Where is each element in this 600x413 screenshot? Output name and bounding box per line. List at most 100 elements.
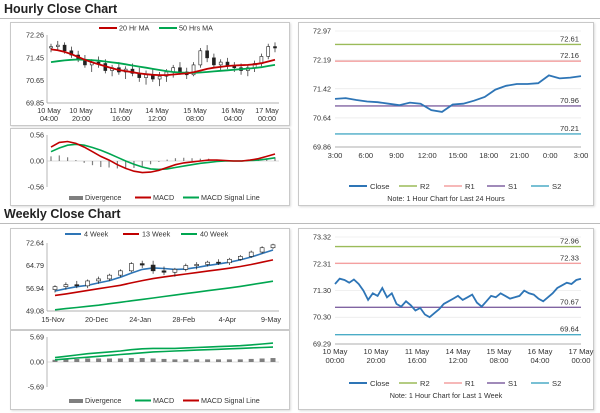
- weekly-legend-divergence-label: Divergence: [85, 396, 121, 405]
- hourly-close-level-label-r1: 72.16: [560, 51, 579, 60]
- weekly-close-xtick-day-3: 14 May: [446, 347, 471, 356]
- hourly-close-xtick-5: 18:00: [479, 151, 498, 160]
- weekly-candle-body: [74, 284, 80, 287]
- weekly-close-xtick-day-0: 10 May: [323, 347, 348, 356]
- weekly-macd-panel: 5.69 0.00 -5.69 Divergence MACD MACD Signal L…: [10, 330, 290, 410]
- hourly-50hr-ma-line: [50, 58, 276, 74]
- weekly-candle-body: [194, 264, 199, 266]
- weekly-price-panel: 72.64 64.79 56.94 49.08 15-Nov 20-Dec 24-Jan 28…: [10, 228, 290, 330]
- weekly-divergence-bar: [161, 358, 167, 362]
- hourly-price-xtick-day-0: 10 May: [37, 106, 61, 115]
- hourly-close-legend-label-s1: S1: [508, 182, 517, 191]
- weekly-candle-body: [96, 278, 101, 282]
- hourly-close-ytick-3: 70.64: [313, 113, 331, 122]
- legend-signal-label: MACD Signal Line: [201, 193, 260, 202]
- hourly-close-level-label-s1: 70.96: [560, 96, 579, 105]
- weekly-candle-body: [161, 270, 167, 273]
- weekly-close-xtick-time-4: 08:00: [489, 356, 508, 365]
- weekly-candle-body: [205, 261, 210, 265]
- hourly-price-xtick-time-3: 12:00: [148, 114, 166, 123]
- hourly-candle-body: [212, 57, 216, 66]
- hourly-close-ytick-0: 72.97: [313, 27, 331, 36]
- hourly-close-ytick-2: 71.42: [313, 84, 331, 93]
- weekly-price-xtick-5: 9-May: [261, 315, 281, 324]
- hourly-candle-body: [49, 46, 53, 49]
- legend-50hr-ma-label: 50 Hrs MA: [179, 24, 213, 33]
- hourly-candle-body: [62, 44, 67, 52]
- hourly-price-panel: 72.26 71.45 70.65 69.85 10 May 04:00 10 May 20:…: [10, 22, 290, 126]
- hourly-price-xtick-time-2: 16:00: [112, 114, 130, 123]
- hourly-close-xtick-2: 9:00: [389, 151, 404, 160]
- hourly-price-xtick-day-3: 14 May: [145, 106, 169, 115]
- hourly-price-xtick-time-1: 20:00: [72, 114, 90, 123]
- weekly-divergence-bar: [96, 358, 102, 362]
- weekly-candle-body: [183, 265, 189, 270]
- hourly-price-ytick-1: 71.45: [26, 53, 44, 62]
- hourly-candle-body: [157, 75, 162, 80]
- legend-divergence-label: Divergence: [85, 193, 121, 202]
- weekly-divergence-bar: [237, 359, 243, 362]
- hourly-close-level-label-s2: 70.21: [560, 124, 579, 133]
- weekly-close-xtick-time-3: 12:00: [448, 356, 467, 365]
- weekly-close-level-label-r2: 72.96: [560, 237, 579, 246]
- weekly-close-legend-label-r2: R2: [420, 379, 430, 388]
- hourly-candle-body: [218, 61, 223, 66]
- weekly-close-xtick-time-6: 00:00: [571, 356, 590, 365]
- hourly-20hr-ma-line: [50, 48, 276, 76]
- weekly-divergence-bar: [63, 359, 69, 362]
- weekly-section-rule: [0, 223, 600, 224]
- hourly-price-xtick-day-6: 17 May: [255, 106, 279, 115]
- weekly-macd-ytick-2: -5.69: [28, 383, 44, 392]
- weekly-divergence-bar: [117, 358, 123, 362]
- weekly-legend-label-1: 13 Week: [142, 230, 171, 239]
- weekly-divergence-bar: [194, 359, 200, 362]
- hourly-candle-body: [266, 46, 271, 57]
- weekly-divergence-bar: [139, 358, 145, 362]
- hourly-candle-body: [232, 66, 237, 69]
- hourly-close-ytick-4: 69.86: [313, 143, 331, 152]
- weekly-divergence-bar: [52, 359, 58, 362]
- hourly-close-xtick-8: 3:00: [574, 151, 589, 160]
- weekly-close-ytick-0: 73.32: [313, 233, 331, 242]
- hourly-price-xtick-day-1: 10 May: [69, 106, 93, 115]
- weekly-candle-body: [85, 280, 90, 287]
- weekly-legend-signal-label: MACD Signal Line: [201, 396, 260, 405]
- weekly-candle-body: [248, 251, 254, 257]
- weekly-close-ytick-3: 70.30: [313, 313, 331, 322]
- weekly-macd-ytick-1: 0.00: [30, 358, 44, 367]
- weekly-candle-body: [52, 286, 58, 290]
- weekly-close-legend-label-close: Close: [370, 379, 389, 388]
- hourly-close-xtick-3: 12:00: [418, 151, 437, 160]
- weekly-close-note: Note: 1 Hour Chart for Last 1 Week: [390, 391, 503, 400]
- hourly-close-xtick-6: 21:00: [510, 151, 529, 160]
- weekly-divergence-bar: [216, 359, 221, 362]
- hourly-close-xtick-0: 3:00: [328, 151, 343, 160]
- hourly-close-legend-label-close: Close: [370, 182, 389, 191]
- hourly-macd-panel: 0.56 0.00 -0.56 Divergence MACD MACD Signal L…: [10, 128, 290, 206]
- weekly-13wk-ma-line: [54, 259, 274, 297]
- weekly-price-ytick-3: 49.08: [26, 307, 44, 316]
- weekly-price-ytick-2: 56.94: [26, 284, 44, 293]
- weekly-close-level-label-r1: 72.33: [560, 253, 579, 262]
- weekly-macd-chart: 5.69 0.00 -5.69 Divergence MACD MACD Signal L…: [28, 333, 279, 405]
- weekly-legend-divergence-swatch: [69, 399, 83, 403]
- weekly-close-xtick-day-1: 10 May: [364, 347, 389, 356]
- weekly-candle-body: [150, 264, 156, 272]
- weekly-close-legend-label-s1: S1: [508, 379, 517, 388]
- weekly-price-xtick-2: 24-Jan: [129, 315, 151, 324]
- weekly-macd-signal-line: [54, 346, 274, 361]
- hourly-macd-line: [50, 140, 276, 174]
- hourly-macd-chart: 0.56 0.00 -0.56 Divergence MACD MACD Signal L…: [28, 131, 279, 202]
- weekly-close-legend-label-s2: S2: [552, 379, 561, 388]
- hourly-price-xtick-day-4: 15 May: [183, 106, 207, 115]
- hourly-price-xtick-day-5: 16 May: [221, 106, 245, 115]
- weekly-price-ytick-0: 72.64: [26, 239, 44, 248]
- weekly-price-xtick-4: 4-Apr: [219, 315, 237, 324]
- weekly-close-ytick-4: 69.29: [313, 340, 331, 349]
- weekly-divergence-bar: [259, 358, 265, 362]
- weekly-candle-body: [238, 256, 243, 260]
- weekly-candle-body: [172, 269, 178, 273]
- weekly-legend-label-0: 4 Week: [84, 230, 109, 239]
- hourly-price-xtick-day-2: 11 May: [109, 106, 132, 115]
